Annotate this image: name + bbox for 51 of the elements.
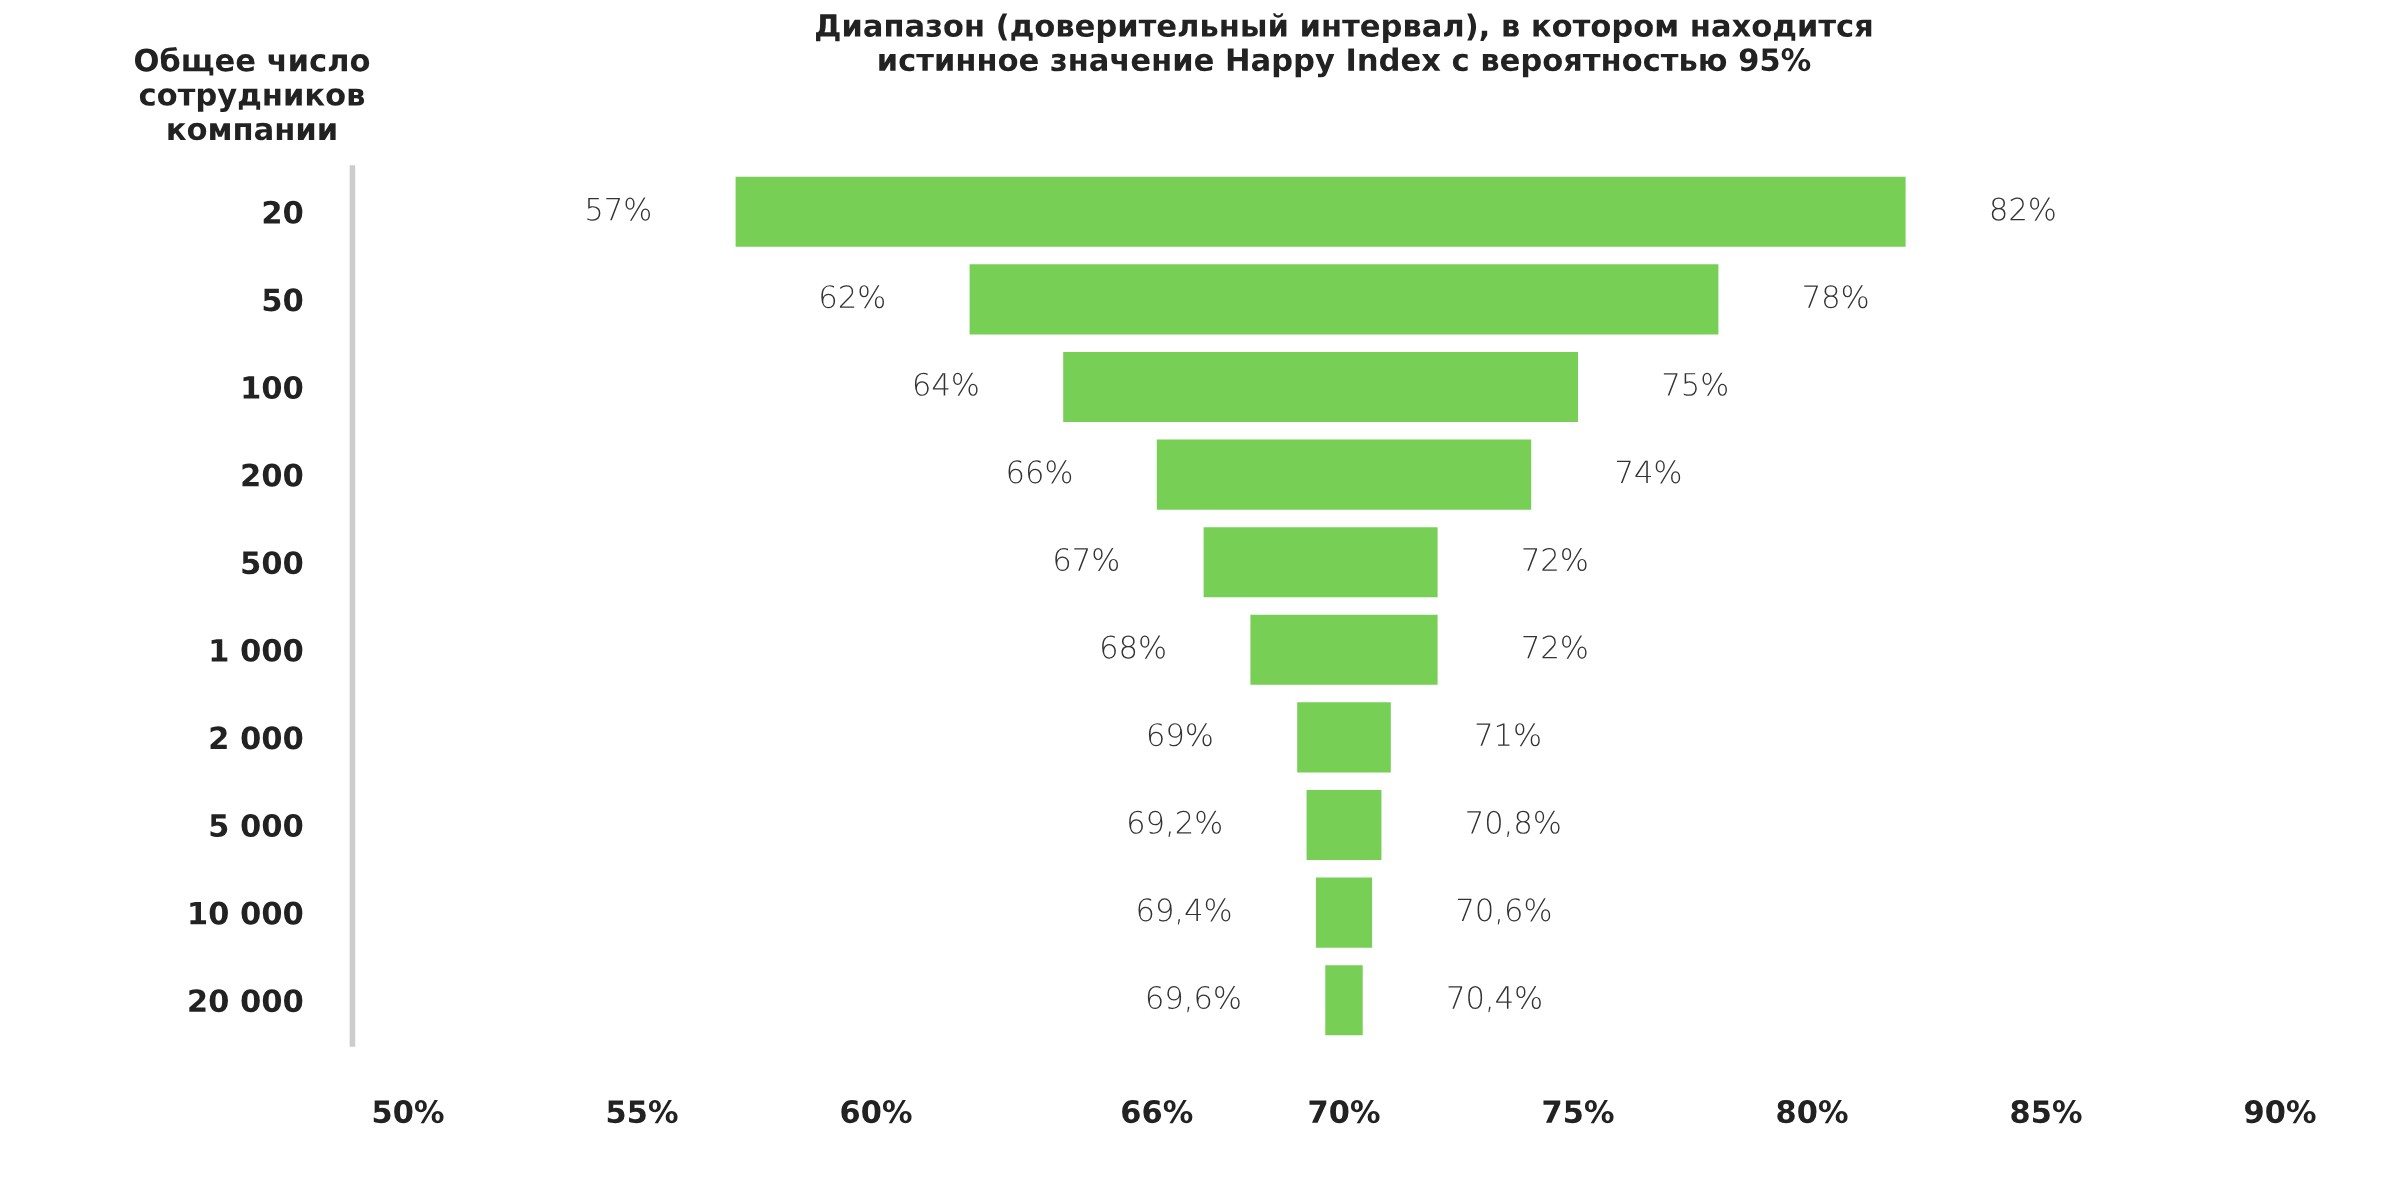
annotation: 69,2% xyxy=(1129,810,1221,837)
x-tick-label: 66% xyxy=(1122,1100,1193,1124)
y-tick-label: 50 xyxy=(263,288,303,312)
annotation: 70,4% xyxy=(1448,985,1541,1013)
annotation: 72% xyxy=(1523,547,1587,572)
annotation: 72% xyxy=(1523,635,1587,659)
annotation: 69,6% xyxy=(1147,985,1240,1013)
annotation: 64% xyxy=(914,372,978,396)
y-tick-label: 20 xyxy=(263,200,303,224)
annotation: 75% xyxy=(1663,372,1727,396)
chart-title: Диапазон (доверительный интервал), в котором находится истинное значение Happy Index с вероятностью 95% xyxy=(816,13,1872,78)
annotation: 69,4% xyxy=(1138,898,1231,925)
bar xyxy=(1297,702,1391,773)
bar xyxy=(735,176,1906,247)
bar xyxy=(1306,789,1382,861)
annotation: 70,6% xyxy=(1457,898,1551,925)
y-tick-label: 2 000 xyxy=(210,726,303,750)
bar xyxy=(969,264,1719,335)
x-tick-label: 85% xyxy=(2011,1100,2082,1124)
y-axis-title: Общее число сотрудников компании xyxy=(135,47,370,141)
x-tick-label: 70% xyxy=(1309,1100,1380,1124)
annotation: 66% xyxy=(1008,460,1072,484)
annotation: 67% xyxy=(1055,547,1118,572)
annotation: 68% xyxy=(1102,635,1165,659)
x-tick-label: 75% xyxy=(1543,1100,1614,1124)
bar xyxy=(1325,965,1363,1036)
bar xyxy=(1156,439,1532,510)
annotation: 69% xyxy=(1148,723,1212,747)
y-tick-label: 200 xyxy=(242,463,303,487)
y-tick-label: 500 xyxy=(242,551,303,575)
bar xyxy=(1315,877,1373,948)
annotation: 74% xyxy=(1617,460,1681,484)
y-tick-label: 10 000 xyxy=(190,901,303,925)
annotation: 71% xyxy=(1476,723,1540,747)
annotation: 70,8% xyxy=(1467,810,1560,837)
y-tick-label: 20 000 xyxy=(189,989,303,1013)
bar xyxy=(1203,527,1438,598)
annotation: 78% xyxy=(1804,285,1868,309)
annotation: 62% xyxy=(821,285,884,309)
x-tick-label: 90% xyxy=(2245,1100,2316,1124)
x-tick-label: 80% xyxy=(1777,1100,1848,1124)
y-tick-label: 1 000 xyxy=(211,638,303,662)
x-tick-label: 50% xyxy=(373,1100,444,1124)
x-tick-label: 60% xyxy=(841,1100,912,1124)
bar xyxy=(1250,614,1438,685)
annotation: 57% xyxy=(587,197,650,221)
x-tick-label: 55% xyxy=(607,1100,678,1124)
bar xyxy=(1063,351,1578,423)
y-tick-label: 100 xyxy=(243,375,303,400)
y-tick-label: 5 000 xyxy=(210,813,303,838)
annotation: 82% xyxy=(1991,197,2055,221)
